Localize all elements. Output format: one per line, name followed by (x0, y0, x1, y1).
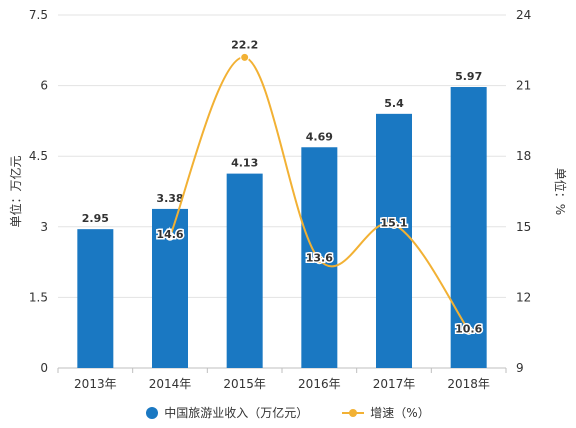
bar (376, 113, 412, 368)
growth-value-label: 22.2 (231, 38, 258, 51)
x-tick-label: 2013年 (74, 377, 117, 391)
left-tick-label: 6 (40, 79, 48, 93)
growth-line (169, 56, 470, 331)
left-tick-label: 1.5 (29, 290, 48, 304)
right-tick-label: 12 (516, 290, 531, 304)
growth-point (240, 52, 250, 62)
bar-value-label: 5.97 (455, 70, 482, 83)
bar-value-label: 4.13 (231, 157, 258, 170)
legend-label-revenue: 中国旅游业收入（万亿元） (164, 406, 309, 420)
legend-label-growth: 增速（%） (370, 406, 430, 420)
right-tick-label: 21 (516, 79, 531, 93)
chart: 0 1.5 3 4.5 6 7.5 9 12 15 18 21 24 单位：万亿元 单位：% 2013年 20… (8, 8, 568, 391)
x-tick-label: 2017年 (373, 377, 416, 391)
left-axis-title: 单位：万亿元 (8, 155, 23, 227)
left-tick-label: 3 (40, 220, 48, 234)
x-tick-label: 2015年 (223, 377, 266, 391)
growth-value-label: 14.6 (156, 228, 183, 241)
x-tick-label: 2018年 (447, 377, 490, 391)
legend-swatch-growth (342, 407, 365, 419)
bar-value-label: 5.4 (384, 97, 404, 110)
growth-point (464, 325, 474, 335)
x-tick-label: 2014年 (149, 377, 192, 391)
legend: 中国旅游业收入（万亿元） 增速（%） (0, 404, 576, 421)
left-tick-label: 7.5 (29, 8, 48, 22)
growth-value-label: 15.1 (380, 216, 407, 229)
bar (77, 229, 114, 368)
bar-value-label: 2.95 (82, 212, 109, 225)
growth-point (389, 219, 399, 229)
bar-value-label: 4.69 (306, 130, 333, 143)
growth-value-label: 13.6 (306, 252, 333, 265)
right-tick-label: 9 (516, 361, 524, 375)
right-tick-label: 18 (516, 149, 531, 163)
legend-item-growth: 增速（%） (342, 404, 430, 421)
growth-value-label: 10.6 (455, 322, 482, 335)
right-tick-label: 15 (516, 220, 531, 234)
bar-value-label: 3.38 (156, 192, 183, 205)
growth-point (314, 255, 324, 265)
legend-swatch-revenue (146, 406, 159, 419)
right-tick-label: 24 (516, 8, 531, 22)
right-axis-title: 单位：% (553, 168, 568, 215)
x-tick-label: 2016年 (298, 377, 341, 391)
left-tick-label: 4.5 (29, 149, 48, 163)
growth-point (165, 231, 175, 241)
bar (450, 87, 487, 369)
legend-item-revenue: 中国旅游业收入（万亿元） (146, 404, 308, 421)
bar (226, 173, 263, 368)
left-tick-label: 0 (40, 361, 48, 375)
